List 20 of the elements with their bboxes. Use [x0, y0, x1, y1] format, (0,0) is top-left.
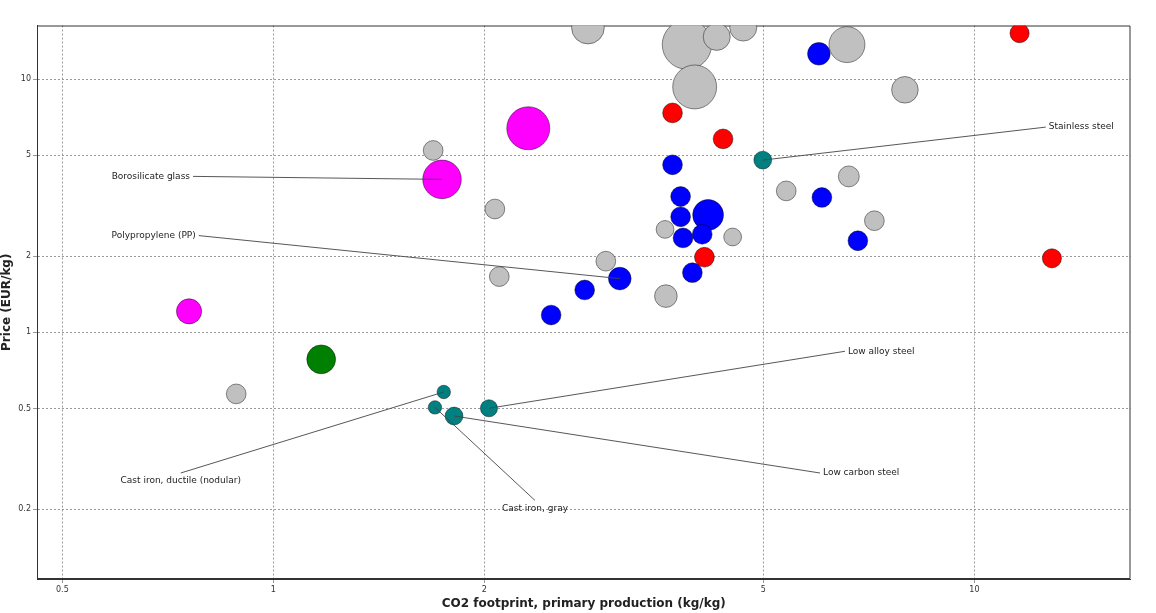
y-tick-label: 2	[25, 251, 31, 261]
x-tick-label: 1	[270, 584, 276, 594]
y-tick-label: 0.2	[18, 504, 31, 514]
annotation: Low carbon steel	[823, 467, 900, 478]
annotation: Stainless steel	[1048, 121, 1114, 132]
annotation: Polypropylene (PP)	[111, 229, 196, 240]
y-axis-title: Price (EUR/kg)	[0, 253, 14, 351]
x-tick-label: 0.5	[56, 584, 69, 594]
annotation: Low alloy steel	[847, 345, 915, 356]
x-tick-label: 10	[969, 584, 980, 594]
annotation: Cast iron, gray	[501, 502, 569, 513]
y-tick-label: 0.5	[18, 403, 31, 413]
x-tick-label: 2	[481, 584, 487, 594]
y-tick-label: 1	[25, 327, 31, 337]
annotation: Borosilicate glass	[111, 170, 191, 181]
annotation: Cast iron, ductile (nodular)	[120, 475, 242, 486]
x-axis-title: CO2 footprint, primary production (kg/kg)	[441, 595, 726, 610]
x-tick-label: 5	[760, 584, 766, 594]
y-tick-label: 10	[20, 74, 31, 84]
y-tick-label: 5	[25, 150, 31, 160]
